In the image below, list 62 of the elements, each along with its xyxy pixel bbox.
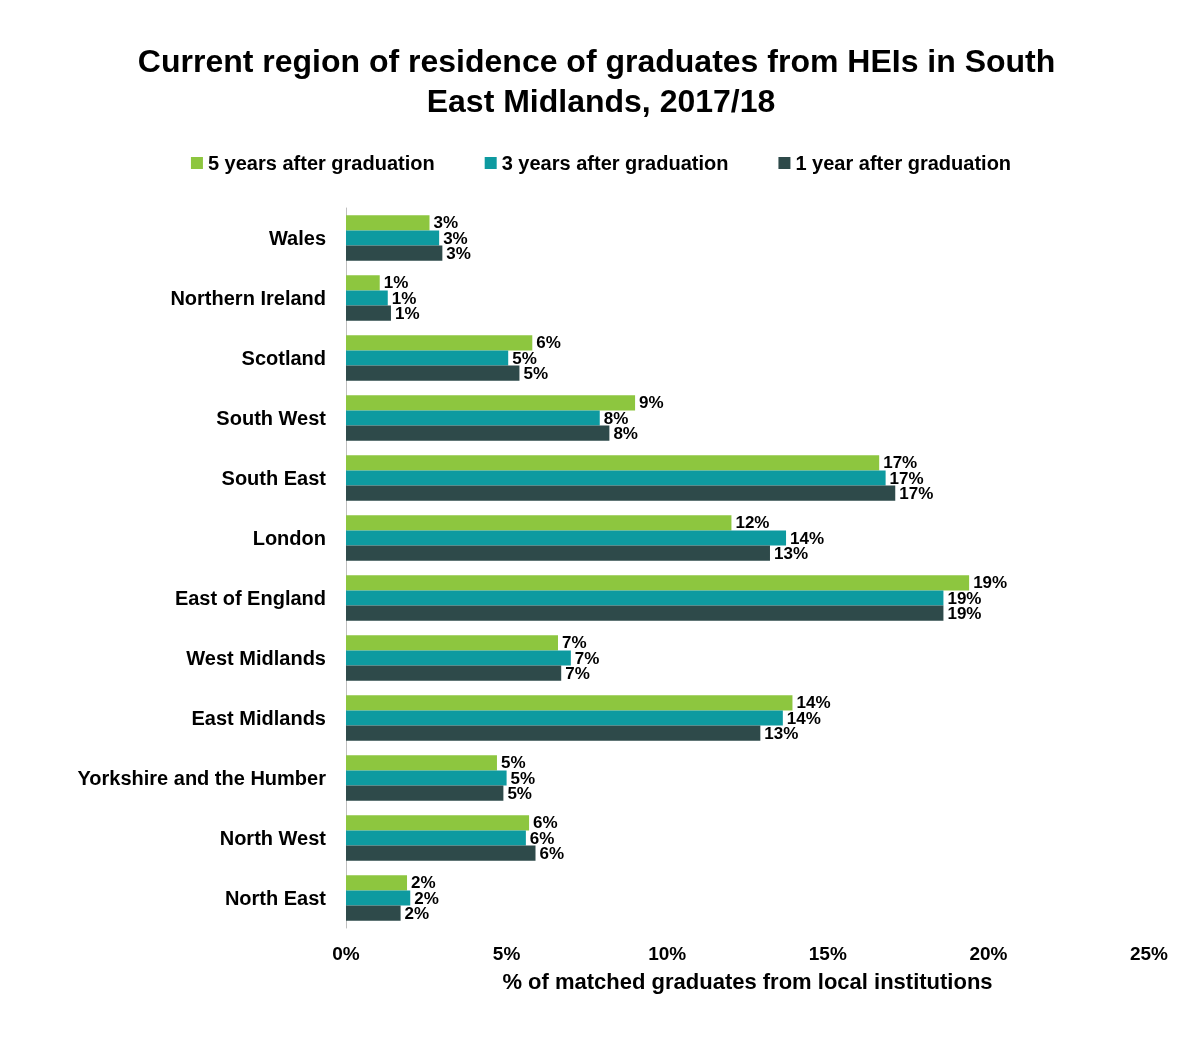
y-tick-label: Yorkshire and the Humber (77, 767, 327, 789)
legend-label: 5 years after graduation (207, 152, 435, 174)
bar (346, 785, 504, 801)
y-tick-label: London (252, 527, 326, 549)
bar (346, 365, 520, 381)
x-tick-label: 10% (648, 943, 687, 964)
bar (346, 455, 880, 471)
bar (346, 410, 600, 426)
bar (346, 590, 944, 606)
data-label: 6% (536, 333, 561, 353)
bar (346, 275, 380, 291)
x-tick-label: 15% (808, 943, 847, 964)
x-tick-label: 20% (969, 943, 1008, 964)
bar (346, 425, 610, 441)
y-tick-label: North East (224, 887, 327, 909)
bar (346, 470, 886, 486)
bar (346, 575, 970, 591)
bar (346, 830, 526, 846)
bar (346, 290, 388, 306)
bar (346, 635, 558, 651)
y-tick-label: West Midlands (186, 647, 326, 669)
bar (346, 815, 530, 831)
bar (346, 665, 562, 681)
bar (346, 350, 509, 366)
bar (346, 215, 430, 231)
bar (346, 755, 497, 771)
bar (346, 650, 571, 666)
y-tick-label: South West (216, 407, 327, 429)
bar (346, 710, 783, 726)
bar (346, 485, 896, 501)
bar (346, 530, 787, 546)
legend-label: 1 year after graduation (795, 152, 1012, 174)
bar (346, 725, 761, 741)
bar (346, 770, 507, 786)
bar (346, 695, 793, 711)
x-tick-label: 0% (332, 943, 360, 964)
bar (346, 845, 536, 861)
y-tick-label: Scotland (241, 347, 326, 369)
bar (346, 605, 944, 621)
bar (346, 395, 636, 411)
bar (346, 245, 443, 261)
y-tick-label: South East (221, 467, 327, 489)
legend-label: 3 years after graduation (501, 152, 729, 174)
bar (346, 545, 770, 561)
bar (346, 335, 533, 351)
y-tick-label: East of England (174, 587, 326, 609)
bar (346, 305, 391, 321)
y-tick-label: North West (219, 827, 327, 849)
bar (346, 875, 408, 891)
x-tick-label: 25% (1129, 943, 1169, 964)
bar (346, 905, 401, 921)
y-tick-label: East Midlands (191, 707, 326, 729)
y-tick-label: Northern Ireland (170, 287, 326, 309)
bar (346, 230, 440, 246)
chart-title: Current region of residence of graduates from HEIs in South East Midlands, 2017/18 (137, 43, 1065, 119)
y-tick-label: Wales (268, 227, 326, 249)
x-tick-label: 5% (492, 943, 521, 964)
data-label: 9% (639, 393, 664, 413)
bar (346, 515, 732, 531)
bar (346, 890, 411, 906)
data-label: 12% (735, 513, 770, 533)
x-axis-title: % of matched graduates from local institutions (502, 968, 993, 994)
